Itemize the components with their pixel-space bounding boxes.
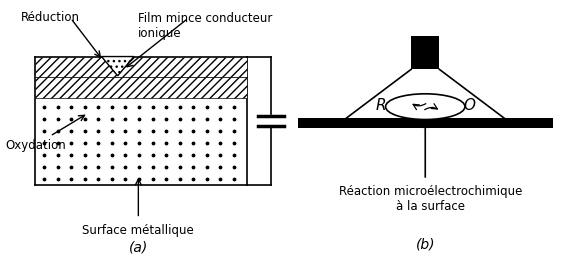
Text: (a): (a)	[129, 241, 148, 254]
Text: Film mince conducteur
ionique: Film mince conducteur ionique	[138, 12, 273, 40]
Text: Réduction: Réduction	[20, 12, 79, 24]
Bar	[35, 77, 247, 98]
Bar	[35, 57, 247, 77]
Bar	[411, 36, 439, 69]
Text: Réaction microélectrochimique
à la surface: Réaction microélectrochimique à la surfa…	[339, 185, 523, 213]
Text: R: R	[376, 98, 387, 113]
Text: (b): (b)	[416, 238, 435, 252]
Polygon shape	[101, 57, 134, 76]
Text: Surface métallique: Surface métallique	[82, 224, 194, 237]
Text: Oxydation: Oxydation	[6, 139, 66, 152]
Ellipse shape	[386, 94, 465, 120]
Bar	[298, 118, 553, 128]
Text: O: O	[463, 98, 475, 113]
